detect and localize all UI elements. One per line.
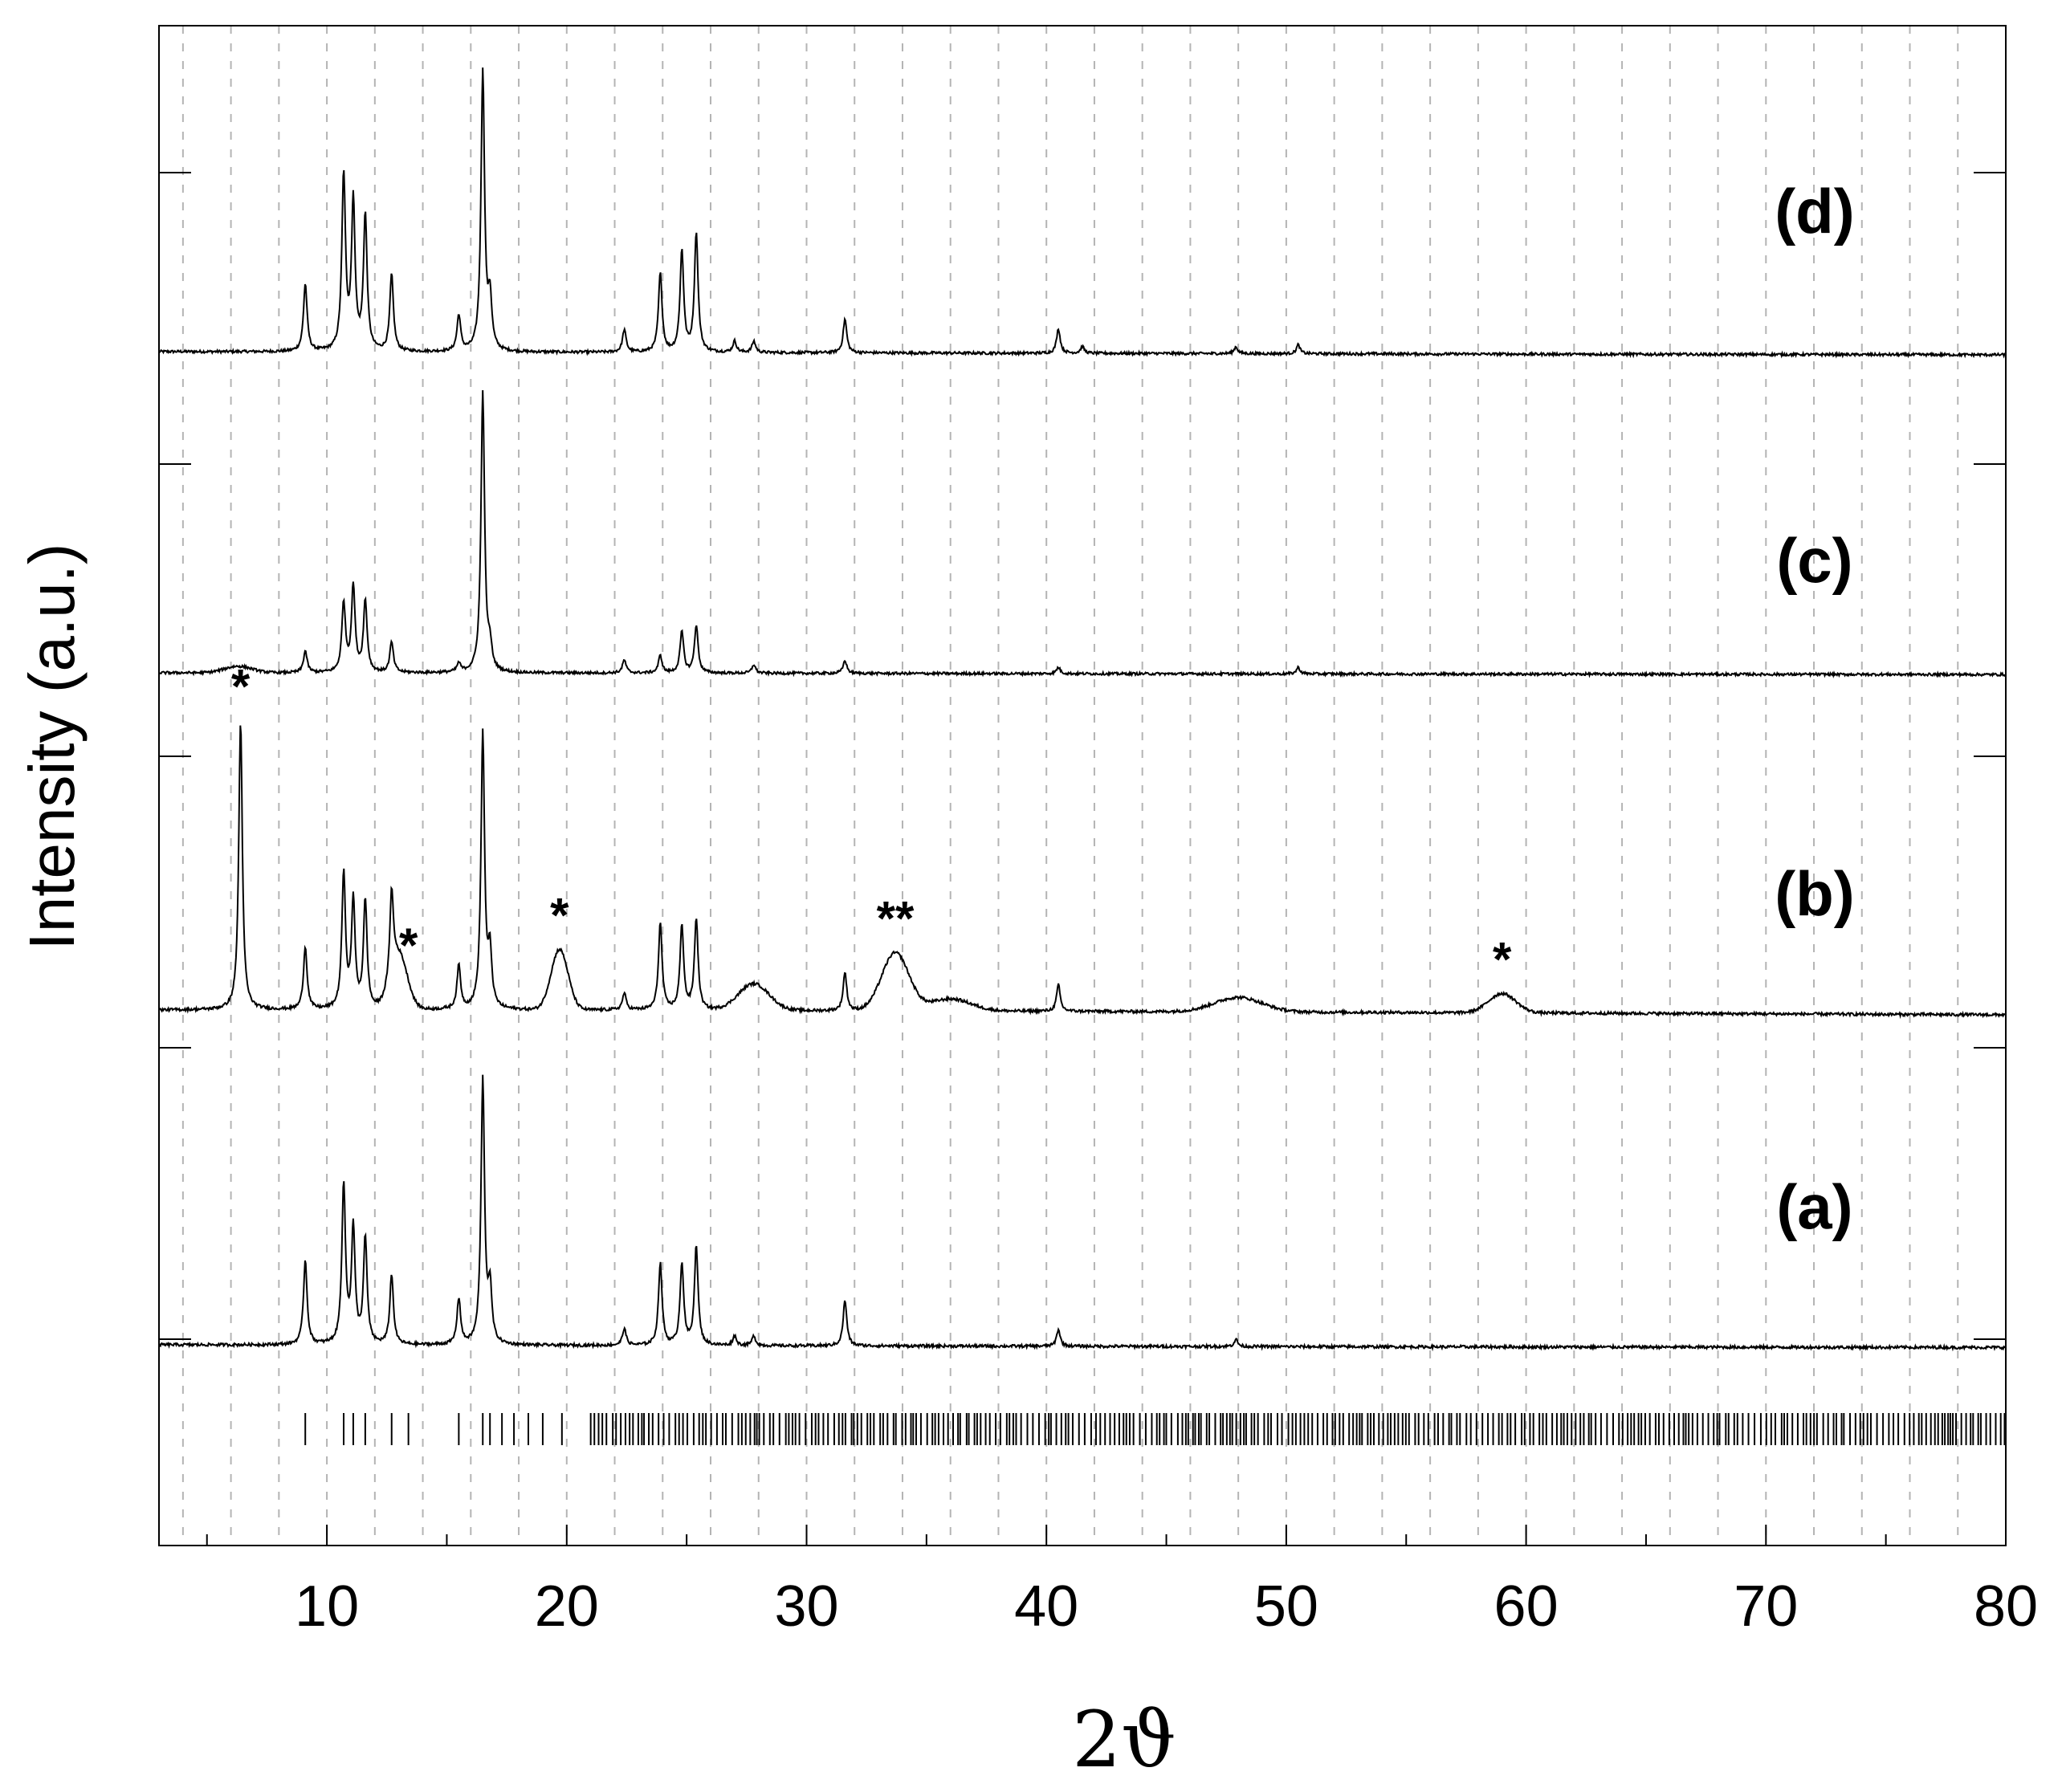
series-layer: (d) (c) (b) (a) [158, 67, 2007, 1352]
x-axis-label: 2ϑ [1072, 1695, 1176, 1785]
grid-layer [181, 26, 1959, 1546]
peak-marker: * [399, 918, 418, 972]
series-line-2 [158, 725, 2007, 1020]
x-tick-label: 30 [774, 1574, 838, 1639]
x-tick-label: 70 [1734, 1574, 1798, 1639]
x-tick-label: 80 [1974, 1574, 2038, 1639]
series-line-1 [158, 389, 2007, 678]
series-line-0 [158, 67, 2006, 359]
peak-marker: * [231, 660, 251, 714]
peak-marker: * [550, 888, 569, 942]
x-tick-label: 40 [1014, 1574, 1078, 1639]
peak-marker: ** [877, 891, 915, 945]
reference-ticks [304, 1413, 2006, 1445]
x-tick-label: 20 [535, 1574, 599, 1639]
x-tick-label: 50 [1254, 1574, 1318, 1639]
plot-frame [158, 25, 2007, 1546]
series-label: (a) [1776, 1171, 1852, 1242]
series-label: (c) [1776, 525, 1852, 596]
axes-layer: 10 20 30 40 50 60 70 80 [158, 25, 2038, 1639]
series-line-3 [158, 1074, 2007, 1352]
x-tick-label: 10 [295, 1574, 359, 1639]
x-tick-label: 60 [1494, 1574, 1559, 1639]
peak-marker: * [1493, 932, 1512, 986]
series-label: (b) [1775, 858, 1855, 929]
annotations: *** *** [231, 660, 1512, 987]
series-label: (d) [1775, 176, 1855, 246]
y-axis-label: Intensity (a.u.) [16, 544, 88, 951]
